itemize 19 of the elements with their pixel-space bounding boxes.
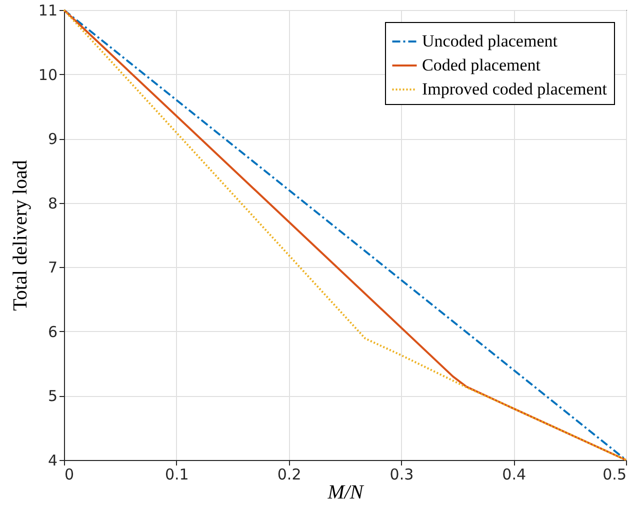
y-tick-label: 8	[48, 194, 58, 212]
x-tick-label: 0.3	[390, 466, 414, 484]
x-tick-label: 0.5	[602, 466, 626, 484]
x-tick-label: 0.4	[502, 466, 526, 484]
x-tick-label: 0.2	[277, 466, 302, 484]
y-tick-label: 7	[48, 258, 58, 277]
y-tick-label: 11	[38, 2, 58, 20]
x-tick-label: 0	[64, 466, 74, 484]
y-tick-label: 4	[48, 452, 58, 470]
y-tick-label: 6	[48, 322, 58, 341]
x-tick-label: 0.1	[164, 466, 189, 484]
y-tick-label: 10	[38, 66, 58, 84]
y-axis-title: Total delivery load	[9, 160, 32, 311]
y-tick-label: 5	[48, 387, 58, 406]
legend-label: Improved coded placement	[422, 80, 608, 98]
legend-label: Coded placement	[422, 56, 541, 74]
y-tick-label: 9	[48, 130, 58, 148]
legend-label: Uncoded placement	[422, 32, 558, 50]
x-axis-title: M/N	[326, 482, 365, 504]
